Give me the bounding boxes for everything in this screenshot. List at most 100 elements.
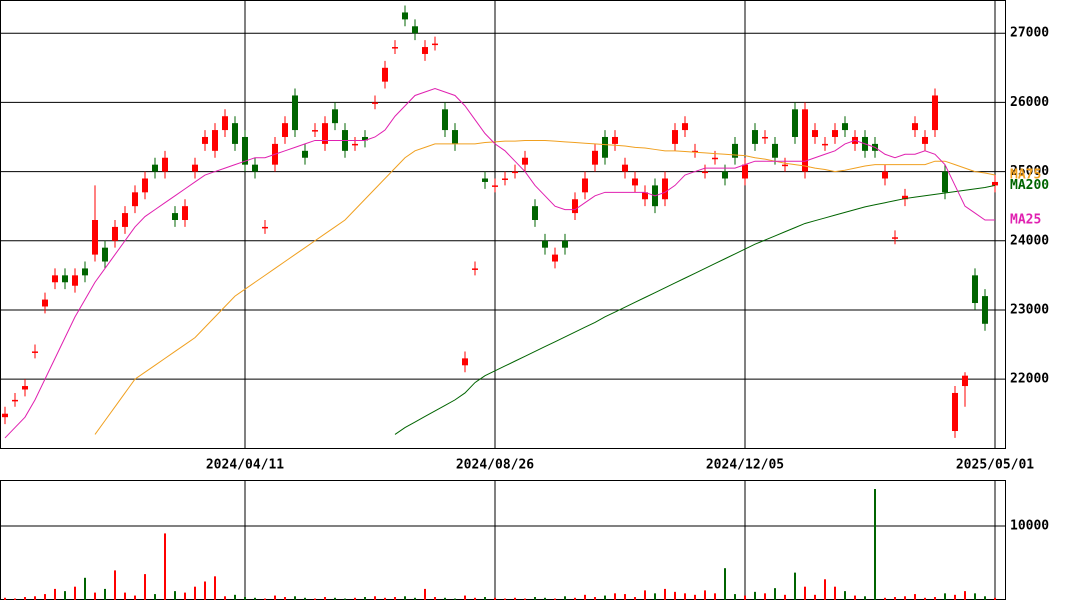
- candle-body: [922, 136, 928, 144]
- candle-body: [572, 199, 578, 214]
- legend-label: MA25: [1010, 213, 1041, 228]
- volume-bar: [814, 594, 816, 600]
- candle-body: [772, 143, 778, 158]
- candle-body: [682, 123, 688, 131]
- candle-body: [402, 12, 408, 20]
- candle-body: [422, 47, 428, 54]
- volume-bar: [24, 597, 26, 600]
- candle-body: [562, 240, 568, 248]
- volume-bar: [34, 596, 36, 600]
- candle-body: [92, 220, 98, 255]
- candle-body: [522, 157, 528, 165]
- x-tick-label: 2024/12/05: [706, 458, 784, 473]
- candle-body: [12, 399, 18, 402]
- candle-body: [262, 226, 268, 229]
- candle-body: [582, 178, 588, 193]
- candle-body: [162, 157, 168, 172]
- volume-bar: [494, 597, 496, 600]
- volume-bar: [384, 597, 386, 600]
- volume-bar: [564, 596, 566, 600]
- volume-bar: [234, 594, 236, 600]
- volume-bar: [744, 595, 746, 600]
- y-tick-label: 22000: [1010, 372, 1049, 387]
- volume-bar: [694, 594, 696, 600]
- candle-body: [172, 213, 178, 221]
- candle-body: [222, 116, 228, 131]
- y-tick-label: 10000: [1010, 519, 1049, 534]
- candle-body: [892, 237, 898, 239]
- volume-bar: [754, 591, 756, 600]
- candle-body: [802, 109, 808, 172]
- y-tick-label: 26000: [1010, 95, 1049, 110]
- volume-bar: [314, 598, 316, 600]
- y-tick-label: 23000: [1010, 302, 1049, 317]
- candle-body: [982, 296, 988, 324]
- volume-bar: [184, 592, 186, 600]
- volume-bar: [914, 594, 916, 600]
- candle-body: [352, 143, 358, 146]
- candle-body: [752, 130, 758, 144]
- volume-bar: [844, 591, 846, 600]
- volume-bar: [964, 591, 966, 600]
- candle-body: [482, 178, 488, 182]
- candle-body: [392, 47, 398, 49]
- volume-bar: [254, 597, 256, 600]
- candle-body: [322, 123, 328, 144]
- candle-body: [372, 102, 378, 104]
- volume-bar: [244, 597, 246, 600]
- candle-body: [452, 130, 458, 144]
- volume-bar: [14, 598, 16, 600]
- plot-frame: [0, 0, 1006, 449]
- volume-bar: [224, 596, 226, 600]
- candle-body: [622, 164, 628, 172]
- volume-bar: [204, 581, 206, 600]
- volume-bar: [344, 598, 346, 600]
- y-tick-label: 27000: [1010, 26, 1049, 41]
- candle-body: [182, 206, 188, 221]
- candle-body: [192, 164, 198, 172]
- candle-body: [822, 143, 828, 146]
- candle-body: [102, 247, 108, 262]
- volume-bar: [634, 597, 636, 600]
- volume-bar: [4, 597, 6, 600]
- candle-body: [722, 171, 728, 179]
- volume-bar: [434, 597, 436, 600]
- candle-body: [812, 130, 818, 137]
- candle-body: [942, 171, 948, 193]
- volume-bar: [374, 596, 376, 600]
- volume-bar: [994, 597, 996, 600]
- candle-body: [602, 136, 608, 158]
- candle-body: [62, 275, 68, 283]
- x-tick-label: 2024/04/11: [206, 458, 284, 473]
- candle-body: [662, 178, 668, 200]
- volume-bar: [424, 588, 426, 600]
- candle-body: [472, 268, 478, 270]
- volume-bar: [774, 588, 776, 600]
- volume-bar: [54, 588, 56, 600]
- legend-label: MA200: [1010, 178, 1049, 193]
- y-tick-label: 25000: [1010, 164, 1049, 179]
- candle-body: [462, 358, 468, 366]
- volume-bar: [824, 579, 826, 600]
- volume-bar: [504, 598, 506, 600]
- ma-line: [394, 184, 996, 435]
- volume-bar: [724, 568, 726, 600]
- volume-bar: [134, 595, 136, 600]
- volume-bar: [394, 597, 396, 600]
- volume-bar: [574, 597, 576, 600]
- volume-bar: [554, 598, 556, 600]
- candle-body: [832, 130, 838, 137]
- candle-body: [842, 123, 848, 131]
- volume-bar: [644, 590, 646, 600]
- volume-bar: [874, 489, 876, 600]
- candle-body: [112, 226, 118, 241]
- candle-body: [412, 26, 418, 34]
- volume-bar: [64, 591, 66, 600]
- volume-bar: [984, 596, 986, 600]
- candle-body: [292, 95, 298, 131]
- candle-body: [592, 150, 598, 165]
- legend-label: MA75: [1010, 168, 1041, 183]
- volume-bar: [664, 588, 666, 600]
- volume-bar: [784, 594, 786, 600]
